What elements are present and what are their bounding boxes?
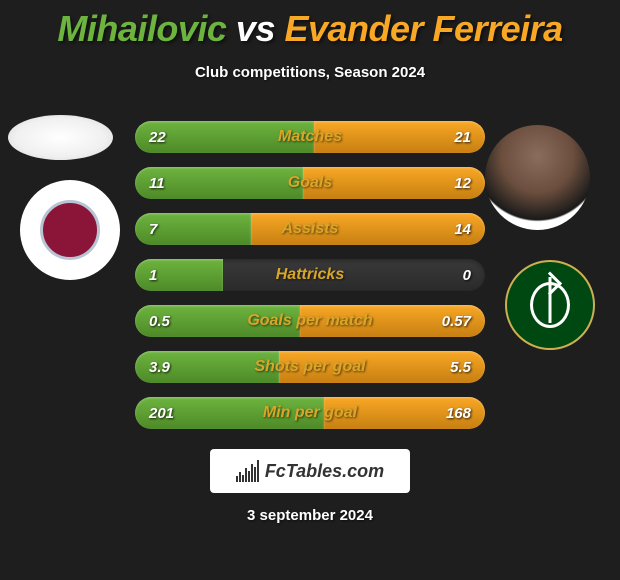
stat-label: Goals per match: [135, 312, 485, 330]
stat-label: Assists: [135, 220, 485, 238]
date-text: 3 september 2024: [0, 507, 620, 524]
stat-label: Matches: [135, 128, 485, 146]
stat-row: 0.50.57Goals per match: [135, 305, 485, 337]
stat-row: 1112Goals: [135, 167, 485, 199]
branding-text: FcTables.com: [265, 461, 384, 482]
chart-bars-icon: [236, 460, 259, 482]
stat-label: Shots per goal: [135, 358, 485, 376]
stat-row: 10Hattricks: [135, 259, 485, 291]
stats-container: 2221Matches 1112Goals 714Assists 10Hattrick…: [0, 121, 620, 429]
stat-row: 2221Matches: [135, 121, 485, 153]
player1-name: Mihailovic: [57, 8, 226, 49]
player2-name: Evander Ferreira: [284, 8, 562, 49]
stat-row: 201168Min per goal: [135, 397, 485, 429]
stat-label: Goals: [135, 174, 485, 192]
stat-row: 714Assists: [135, 213, 485, 245]
stat-row: 3.95.5Shots per goal: [135, 351, 485, 383]
stat-label: Min per goal: [135, 404, 485, 422]
branding-logo: FcTables.com: [210, 449, 410, 493]
comparison-title: Mihailovic vs Evander Ferreira: [0, 0, 620, 50]
subtitle: Club competitions, Season 2024: [0, 64, 620, 81]
stat-label: Hattricks: [135, 266, 485, 284]
vs-text: vs: [236, 8, 275, 49]
